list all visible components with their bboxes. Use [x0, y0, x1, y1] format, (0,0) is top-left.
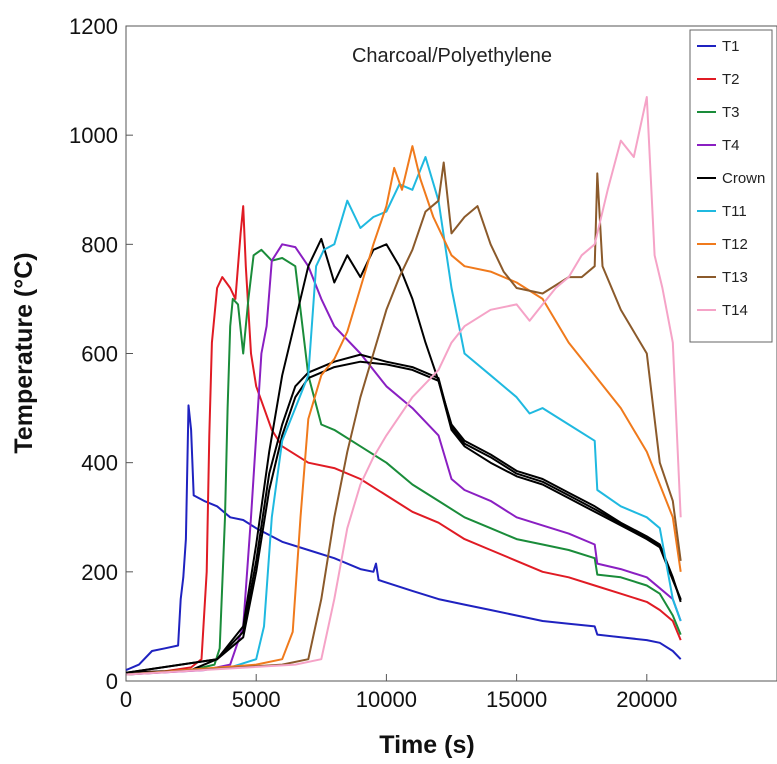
legend-label-t1: T1 [722, 38, 740, 55]
legend: T1 T2 T3 T4 Crown T11 T12 T13 T14 [689, 29, 773, 343]
legend-label-t14: T14 [722, 302, 748, 319]
legend-label-t13: T13 [722, 269, 748, 286]
y-tick-label: 200 [81, 560, 118, 585]
series-line-crown-4 [125, 360, 682, 674]
y-tick-label: 1000 [69, 123, 118, 148]
x-tick-label: 10000 [356, 687, 417, 712]
x-tick-label: 20000 [616, 687, 677, 712]
y-axis-title: Temperature (°C) [10, 252, 38, 453]
legend-box [689, 29, 773, 343]
x-tick-label: 0 [120, 687, 132, 712]
series-line-crown-6 [125, 353, 682, 674]
x-tick-label: 15000 [486, 687, 547, 712]
legend-label-t4: T4 [722, 137, 740, 154]
series-line-t12-8 [125, 145, 682, 676]
series-line-t13-9 [125, 161, 682, 676]
legend-label-crown: Crown [722, 170, 765, 187]
y-tick-label: 600 [81, 342, 118, 367]
series-line-t14-10 [125, 96, 682, 676]
tick-layer: 0 5000 10000 15000 20000 0 200 400 600 800 1000 120… [69, 14, 677, 712]
series-line-t4-3 [125, 243, 682, 676]
legend-label-t3: T3 [722, 104, 740, 121]
y-tick-label: 400 [81, 451, 118, 476]
series-line-t2-1 [125, 205, 682, 674]
series-line-t3-2 [125, 248, 682, 676]
legend-label-t2: T2 [722, 71, 740, 88]
y-tick-label: 800 [81, 232, 118, 257]
series-line-t1-0 [125, 404, 682, 672]
y-tick-label: 0 [106, 669, 118, 694]
x-axis-title: Time (s) [379, 731, 474, 759]
legend-label-t12: T12 [722, 236, 748, 253]
x-tick-label: 5000 [232, 687, 281, 712]
series-line-crown-5 [125, 237, 682, 674]
series-layer [125, 96, 682, 676]
y-tick-label: 1200 [69, 14, 118, 39]
chart-title: Charcoal/Polyethylene [352, 45, 552, 67]
legend-label-t11: T11 [722, 203, 747, 220]
